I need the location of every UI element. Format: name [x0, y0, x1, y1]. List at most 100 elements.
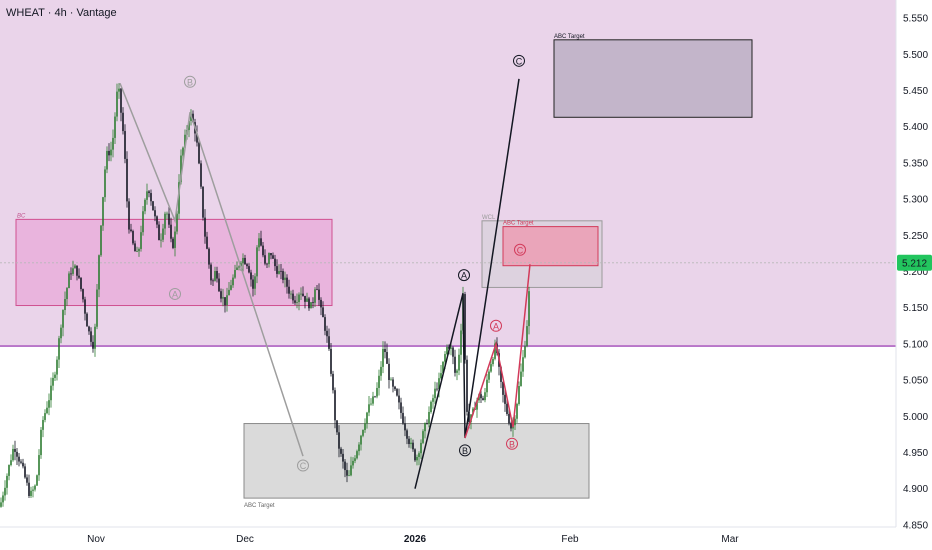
- red-target-zone-abc[interactable]: [502, 226, 599, 267]
- candle-body: [250, 272, 252, 280]
- candle-body: [342, 453, 344, 462]
- candle-body: [200, 163, 202, 187]
- wave-label-circle: [458, 269, 470, 282]
- x-tick-label: Mar: [721, 534, 739, 545]
- wave-label-circle: [169, 287, 181, 300]
- red-wave-line[interactable]: [464, 264, 531, 439]
- wave-labels-layer: B A C A B C A B C: [169, 54, 526, 472]
- upper-target-zone-abc[interactable]: [553, 39, 753, 118]
- candle-body: [128, 201, 130, 230]
- candle-body: [8, 465, 10, 476]
- candle-body: [118, 88, 120, 92]
- candle-body: [308, 298, 310, 309]
- wave-label-gray-c: C: [297, 459, 309, 472]
- candle-body: [488, 371, 490, 380]
- candle-body: [476, 400, 478, 410]
- candle-body: [424, 423, 426, 432]
- candle-body: [122, 112, 124, 132]
- candle-body: [32, 489, 34, 491]
- candle-body: [102, 197, 104, 226]
- candle-body: [116, 91, 118, 117]
- x-tick-label: Feb: [561, 534, 579, 545]
- candle-body: [370, 403, 372, 405]
- wave-label-gray-b: B: [184, 75, 196, 88]
- y-tick-label: 5.250: [903, 231, 928, 242]
- candle-body: [240, 263, 242, 267]
- candle-body: [358, 444, 360, 452]
- candle-body: [178, 182, 180, 214]
- candle-body: [166, 213, 168, 215]
- wave-label-red-b: B: [506, 437, 518, 450]
- candle-body: [350, 465, 352, 476]
- candle-body: [522, 357, 524, 372]
- candle-body: [486, 379, 488, 393]
- candle-body: [208, 248, 210, 265]
- candle-body: [460, 330, 462, 355]
- candle-body: [404, 423, 406, 431]
- candle-body: [136, 251, 138, 253]
- candle-body: [98, 255, 100, 290]
- wave-label-red-c: C: [514, 243, 526, 256]
- wave-label-text: A: [461, 271, 467, 281]
- candle-body: [280, 270, 282, 272]
- candle-body: [362, 429, 364, 436]
- candle-body: [258, 238, 260, 248]
- candles-layer: [0, 83, 530, 508]
- candle-body: [452, 347, 454, 357]
- wave-label-red-a: A: [490, 319, 502, 332]
- candle-body: [294, 300, 296, 303]
- black-wave-line[interactable]: [414, 78, 520, 489]
- candle-body: [262, 245, 264, 256]
- candle-body: [110, 149, 112, 156]
- candle-body: [340, 448, 342, 454]
- candle-body: [68, 273, 70, 289]
- candle-body: [314, 289, 316, 303]
- wave-label-text: C: [300, 461, 307, 471]
- candle-body: [80, 277, 82, 290]
- candle-body: [172, 238, 174, 248]
- candle-body: [2, 495, 4, 503]
- candle-body: [390, 379, 392, 381]
- candle-body: [346, 470, 348, 476]
- candle-body: [410, 442, 412, 445]
- candle-body: [232, 277, 234, 286]
- candle-body: [10, 460, 12, 466]
- candle-body: [66, 288, 68, 300]
- candle-body: [484, 392, 486, 401]
- candle-body: [156, 216, 158, 225]
- candle-body: [36, 475, 38, 486]
- candle-body: [528, 291, 530, 327]
- candle-body: [422, 431, 424, 443]
- candle-body: [12, 448, 14, 461]
- candle-body: [324, 317, 326, 331]
- candle-body: [246, 264, 248, 267]
- candle-body: [140, 232, 142, 249]
- candle-body: [40, 429, 42, 456]
- candle-body: [46, 407, 48, 414]
- wave-label-circle: [506, 437, 518, 450]
- candle-body: [284, 277, 286, 280]
- wave-label-circle: [513, 54, 525, 67]
- candle-body: [364, 423, 366, 430]
- gray-wave-line[interactable]: [119, 82, 304, 457]
- candle-body: [356, 451, 358, 459]
- wave-label-circle: [184, 75, 196, 88]
- candle-body: [388, 363, 390, 380]
- candle-body: [86, 313, 88, 327]
- current-price-badge: 5.212: [897, 254, 932, 271]
- candle-body: [108, 150, 110, 156]
- y-tick-label: 5.050: [903, 376, 928, 387]
- candle-body: [14, 448, 16, 452]
- candle-body: [20, 461, 22, 463]
- candle-body: [50, 385, 52, 401]
- wave-label-text: C: [517, 245, 524, 255]
- candle-body: [420, 442, 422, 454]
- candle-body: [332, 373, 334, 391]
- candle-body: [352, 460, 354, 466]
- candle-body: [104, 169, 106, 198]
- candle-body: [48, 400, 50, 408]
- candle-body: [466, 359, 468, 412]
- candle-body: [132, 231, 134, 244]
